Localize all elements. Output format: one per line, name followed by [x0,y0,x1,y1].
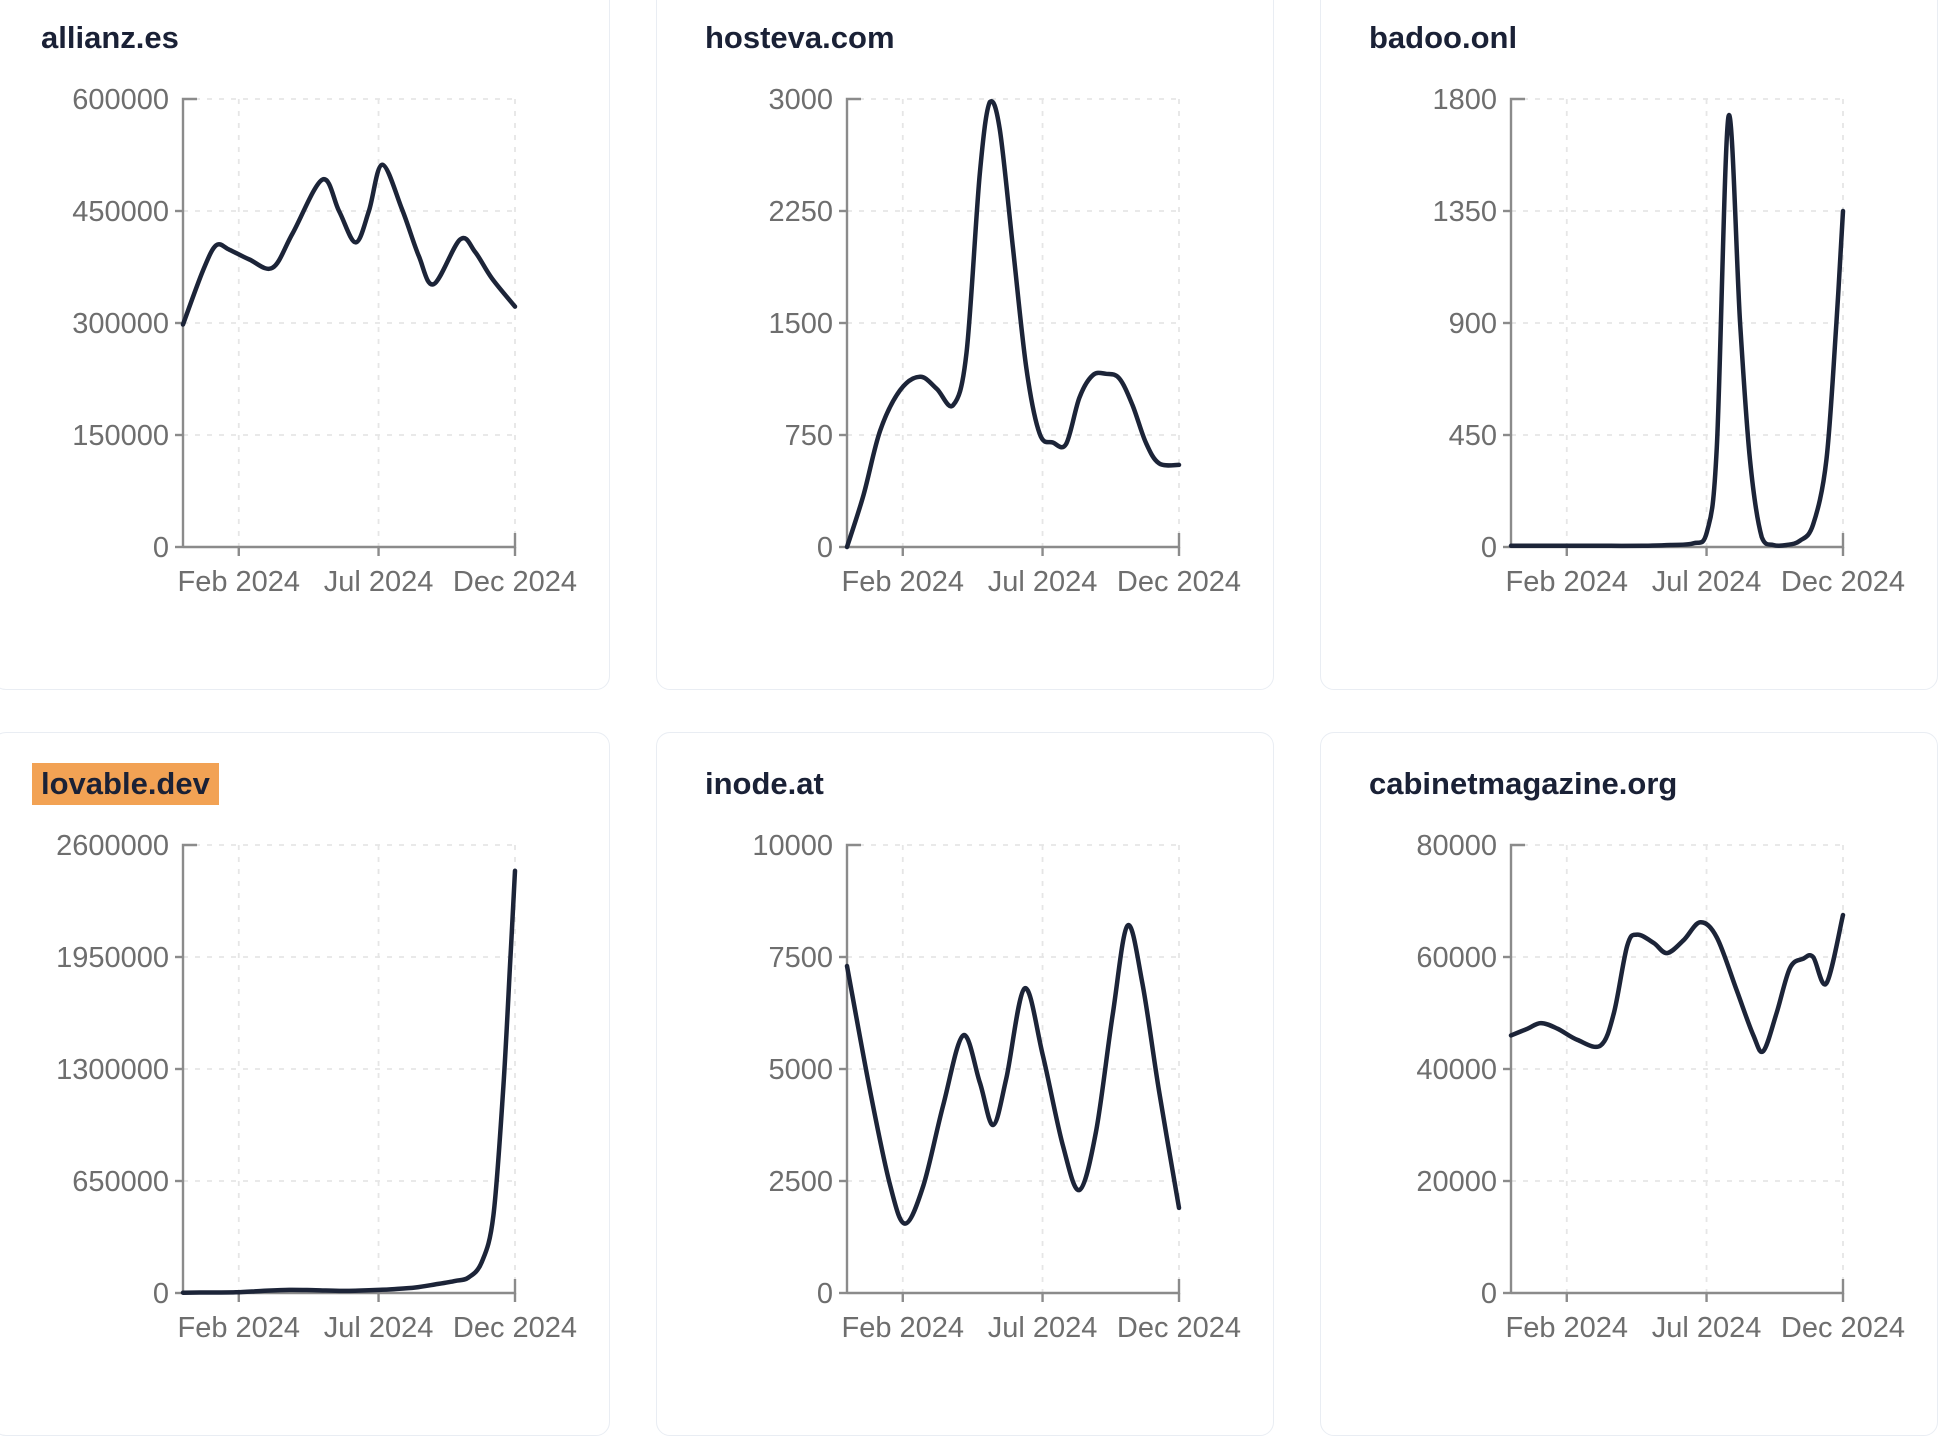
domain-title-text: lovable.dev [32,763,219,805]
y-axis [845,843,861,1293]
x-tick-label: Dec 2024 [1117,566,1241,598]
x-tick-label: Dec 2024 [1781,566,1905,598]
y-axis [845,97,861,547]
y-axis [181,97,197,547]
chart-card: lovable.dev 0 650000 1300000 1950000 2600000… [0,732,610,1436]
y-axis [1509,843,1525,1293]
y-tick-label: 60000 [1416,942,1497,974]
domain-title-text: cabinetmagazine.org [1369,766,1678,801]
series-line [844,99,1182,550]
y-tick-label: 40000 [1416,1054,1497,1086]
x-tick-label: Jul 2024 [1652,566,1762,598]
x-tick-label: Feb 2024 [1506,566,1629,598]
y-tick-label: 0 [153,1278,169,1310]
y-tick-label: 0 [817,532,833,564]
x-tick-label: Feb 2024 [842,1312,965,1344]
y-tick-label: 2500 [768,1166,833,1198]
x-axis [847,1279,1181,1295]
y-tick-label: 150000 [72,420,169,452]
y-tick-label: 0 [1481,532,1497,564]
y-tick-label: 450000 [72,196,169,228]
domain-title: hosteva.com [705,17,1273,59]
y-tick-label: 750 [785,420,833,452]
y-tick-label: 3000 [768,84,833,116]
y-tick-label: 10000 [752,830,833,862]
y-tick-label: 900 [1449,308,1497,340]
y-tick-label: 80000 [1416,830,1497,862]
chart-card: hosteva.com 0 750 1500 2250 3000 Feb 2024 Jul … [656,0,1274,690]
x-tick-label: Jul 2024 [324,566,434,598]
x-axis [847,533,1181,549]
y-tick-label: 5000 [768,1054,833,1086]
y-axis [1509,97,1525,547]
y-tick-label: 20000 [1416,1166,1497,1198]
x-tick-label: Feb 2024 [178,1312,301,1344]
x-tick-label: Dec 2024 [453,566,577,598]
y-tick-label: 1350 [1432,196,1497,228]
x-tick-label: Jul 2024 [324,1312,434,1344]
y-tick-label: 1950000 [56,942,169,974]
traffic-line-chart: 0 450 900 1350 1800 Feb 2024 Jul 2024 Dec 2024 [1432,84,1905,598]
y-tick-label: 300000 [72,308,169,340]
x-tick-label: Jul 2024 [1652,1312,1762,1344]
series-line [844,923,1182,1226]
series-line [180,162,518,327]
domain-title: lovable.dev [32,763,609,805]
domain-title-text: allianz.es [41,20,179,55]
x-tick-label: Feb 2024 [1506,1312,1629,1344]
y-tick-label: 650000 [72,1166,169,1198]
x-tick-label: Feb 2024 [178,566,301,598]
x-tick-label: Jul 2024 [988,1312,1098,1344]
y-tick-label: 1300000 [56,1054,169,1086]
chart-card: allianz.es 0 150000 300000 450000 600000 Feb … [0,0,610,690]
series-line [1508,112,1846,549]
chart-card: inode.at 0 2500 5000 7500 10000 Feb 2024 Jul 2… [656,732,1274,1436]
x-tick-label: Feb 2024 [842,566,965,598]
traffic-line-chart: 0 150000 300000 450000 600000 Feb 2024 Jul 202… [72,84,577,598]
traffic-line-chart: 0 20000 40000 60000 80000 Feb 2024 Jul 2024 Dec… [1416,830,1905,1344]
y-tick-label: 0 [817,1278,833,1310]
domain-title-text: hosteva.com [705,20,895,55]
x-tick-label: Dec 2024 [1117,1312,1241,1344]
x-tick-label: Jul 2024 [988,566,1098,598]
domain-title-text: badoo.onl [1369,20,1518,55]
chart-card: cabinetmagazine.org 0 20000 40000 60000 8000… [1320,732,1938,1436]
x-tick-label: Dec 2024 [1781,1312,1905,1344]
series-line [180,868,518,1295]
y-tick-label: 450 [1449,420,1497,452]
y-tick-label: 600000 [72,84,169,116]
y-tick-label: 1800 [1432,84,1497,116]
y-axis [181,843,197,1293]
y-tick-label: 1500 [768,308,833,340]
domain-title-text: inode.at [705,766,824,801]
traffic-line-chart: 0 650000 1300000 1950000 2600000 Feb 2024 Jul … [56,830,577,1344]
y-tick-label: 0 [1481,1278,1497,1310]
y-tick-label: 2250 [768,196,833,228]
x-axis [1511,1279,1845,1295]
traffic-line-chart: 0 2500 5000 7500 10000 Feb 2024 Jul 2024 Dec 20… [752,830,1241,1344]
y-tick-label: 2600000 [56,830,169,862]
domain-title: cabinetmagazine.org [1369,763,1937,805]
traffic-line-chart: 0 750 1500 2250 3000 Feb 2024 Jul 2024 Dec 2024 [768,84,1241,598]
series-line [1508,912,1846,1055]
x-tick-label: Dec 2024 [453,1312,577,1344]
domain-title: badoo.onl [1369,17,1937,59]
y-tick-label: 0 [153,532,169,564]
y-tick-label: 7500 [768,942,833,974]
domain-title: inode.at [705,763,1273,805]
chart-card: badoo.onl 0 450 900 1350 1800 Feb 2024 Jul 202… [1320,0,1938,690]
x-axis [183,533,517,549]
domain-title: allianz.es [41,17,609,59]
